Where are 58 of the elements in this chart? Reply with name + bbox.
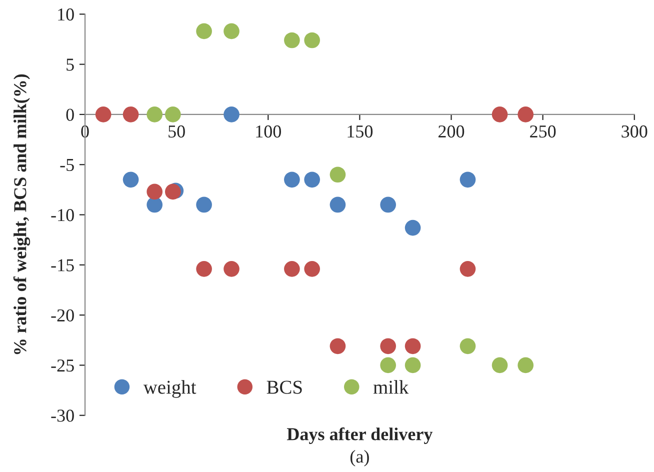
- point: [224, 106, 240, 122]
- point: [165, 184, 181, 200]
- point: [95, 106, 112, 122]
- legend-label: weight: [143, 380, 196, 398]
- y-tick-label: -30: [51, 410, 74, 422]
- point: [196, 261, 212, 277]
- y-tick-label: -5: [60, 159, 74, 172]
- point: [196, 23, 212, 40]
- point: [330, 166, 346, 183]
- point: [492, 106, 508, 122]
- y-tick-label: -20: [51, 309, 74, 322]
- point: [330, 338, 346, 354]
- point: [330, 196, 346, 213]
- point: [122, 172, 139, 188]
- x-tick-label: 0: [81, 125, 89, 138]
- point: [224, 23, 240, 40]
- point: [492, 357, 508, 374]
- point: [146, 106, 163, 122]
- point: [284, 261, 300, 277]
- x-axis-title: Days after delivery: [286, 427, 433, 444]
- point: [460, 261, 476, 277]
- point: [460, 172, 476, 188]
- point: [165, 106, 181, 122]
- point: [196, 196, 212, 213]
- point: [304, 32, 320, 48]
- point: [404, 220, 421, 236]
- point: [146, 196, 163, 213]
- y-tick-label: 10: [58, 8, 74, 21]
- point: [518, 106, 534, 122]
- point: [304, 261, 320, 277]
- point: [404, 338, 421, 354]
- point: [146, 184, 163, 200]
- y-tick-label: -15: [51, 259, 74, 272]
- y-tick-label: -25: [51, 360, 74, 372]
- legend-label: milk: [373, 380, 409, 394]
- x-tick-label: 150: [348, 125, 373, 138]
- y-tick-label: -10: [51, 209, 74, 222]
- text: (a): [350, 450, 369, 466]
- point: [380, 357, 396, 374]
- x-tick-label: 50: [168, 125, 185, 138]
- point: [380, 338, 396, 354]
- x-tick-label: 250: [530, 125, 556, 138]
- y-tick-label: 0: [66, 108, 74, 121]
- point: [380, 196, 396, 213]
- x-tick-label: 200: [438, 125, 464, 138]
- point: [304, 172, 320, 188]
- point: [284, 172, 300, 188]
- point: [518, 357, 534, 374]
- x-tick-label: 100: [256, 125, 281, 138]
- point: [284, 32, 300, 48]
- y-tick-label: 5: [66, 58, 74, 71]
- point: [460, 338, 476, 354]
- x-tick-label: 300: [622, 125, 648, 138]
- point: [224, 261, 240, 277]
- y-axis-title: % ratio of weight, BCS and milk(%): [13, 74, 30, 354]
- legend-label: BCS: [266, 380, 302, 394]
- point: [404, 357, 421, 374]
- point: [122, 106, 139, 122]
